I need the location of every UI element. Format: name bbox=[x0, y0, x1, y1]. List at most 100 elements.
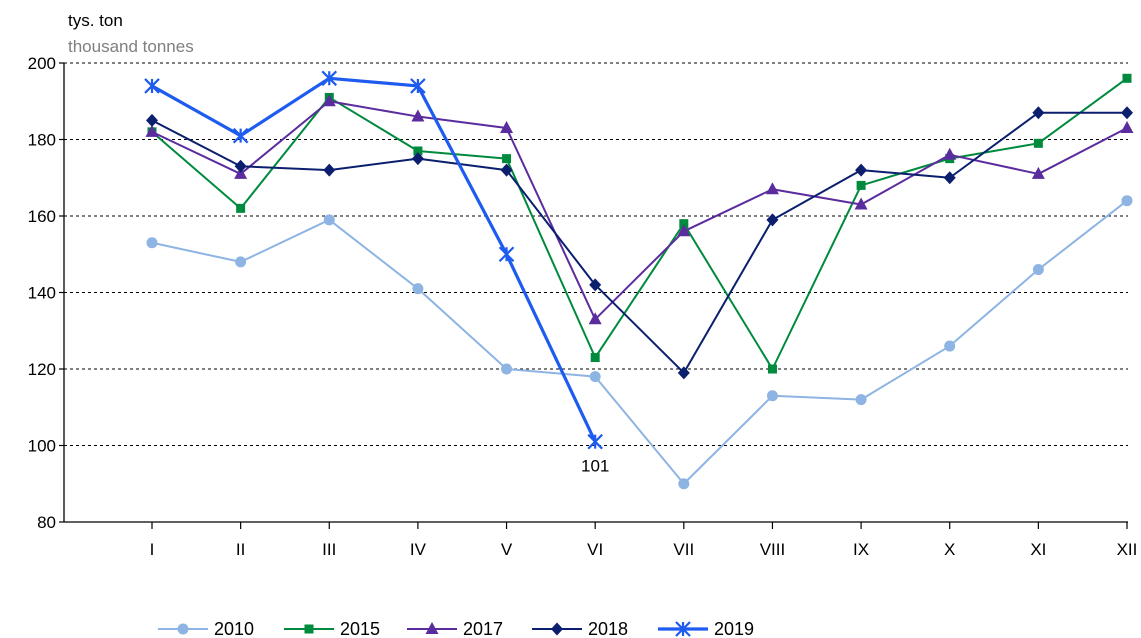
data-point-2018-II bbox=[234, 159, 247, 173]
data-point-2010-IX bbox=[855, 394, 867, 406]
data-point-2017-II bbox=[234, 166, 248, 179]
y-tick-label-200: 200 bbox=[28, 54, 56, 73]
series-line-2018 bbox=[151, 111, 1127, 374]
data-point-2017-VI bbox=[588, 312, 602, 325]
legend: 2010 2015 2017 2018 2019 bbox=[158, 619, 754, 638]
axes bbox=[59, 62, 1128, 529]
data-point-2017-VIII bbox=[765, 182, 779, 195]
gridlines bbox=[64, 62, 1128, 446]
legend-item-2018: 2018 bbox=[532, 619, 628, 638]
x-tick-label-IV: IV bbox=[410, 540, 427, 559]
data-point-2018-VIII bbox=[766, 213, 779, 227]
annotations: 101 bbox=[581, 457, 609, 476]
x-tick-label-III: III bbox=[322, 540, 336, 559]
legend-label-2019: 2019 bbox=[714, 619, 754, 638]
data-point-2019-II bbox=[232, 127, 249, 144]
x-tick-label-XI: XI bbox=[1030, 540, 1046, 559]
data-point-2018-XII bbox=[1121, 106, 1133, 120]
data-point-2019-VI bbox=[587, 433, 603, 450]
series-group bbox=[144, 70, 1134, 490]
data-point-2019-V bbox=[498, 246, 515, 263]
data-point-2015-VII bbox=[679, 219, 689, 229]
x-tick-label-VIII: VIII bbox=[760, 540, 786, 559]
x-tick-label-II: II bbox=[236, 540, 245, 559]
x-tick-label-V: V bbox=[501, 540, 513, 559]
legend-label-2017: 2017 bbox=[463, 619, 503, 638]
data-point-2015-XI bbox=[1033, 138, 1043, 148]
series-line-2017 bbox=[151, 100, 1128, 321]
legend-item-2019: 2019 bbox=[658, 619, 754, 638]
data-point-2010-XII bbox=[1121, 195, 1133, 207]
series-line-2015 bbox=[151, 77, 1128, 370]
y-tick-label-180: 180 bbox=[28, 131, 56, 150]
series-2015 bbox=[147, 73, 1132, 374]
x-tick-label-IX: IX bbox=[853, 540, 869, 559]
y-axis-unit-label-english: thousand tonnes bbox=[68, 37, 194, 56]
legend-label-2018: 2018 bbox=[588, 619, 628, 638]
legend-marker-2010 bbox=[177, 623, 189, 635]
data-point-2018-I bbox=[146, 113, 158, 127]
data-point-2018-IX bbox=[855, 163, 868, 177]
legend-item-2017: 2017 bbox=[407, 619, 503, 638]
x-tick-label-VII: VII bbox=[673, 540, 694, 559]
data-point-2017-III bbox=[322, 94, 336, 107]
data-point-2018-X bbox=[943, 171, 956, 185]
series-line-2010 bbox=[151, 199, 1128, 485]
data-point-2015-VI bbox=[590, 353, 600, 363]
y-tick-label-80: 80 bbox=[37, 513, 56, 532]
legend-marker-2018 bbox=[551, 622, 563, 636]
data-point-2018-V bbox=[500, 163, 513, 177]
data-point-2010-VII bbox=[678, 478, 690, 490]
data-point-2017-XII bbox=[1120, 121, 1134, 134]
data-point-2019-III bbox=[321, 70, 338, 87]
data-point-2010-II bbox=[235, 256, 247, 268]
y-axis-unit-label: tys. ton bbox=[68, 11, 123, 30]
data-point-2019-I bbox=[144, 78, 160, 94]
x-tick-label-VI: VI bbox=[587, 540, 603, 559]
x-tick-label-I: I bbox=[150, 540, 155, 559]
data-point-2017-XI bbox=[1031, 166, 1045, 179]
y-tick-label-120: 120 bbox=[28, 360, 56, 379]
x-tick-label-X: X bbox=[944, 540, 955, 559]
data-point-2010-XI bbox=[1032, 264, 1044, 276]
data-point-2017-X bbox=[943, 147, 957, 160]
legend-label-2010: 2010 bbox=[214, 619, 254, 638]
data-point-2015-XII bbox=[1122, 73, 1132, 83]
data-point-2010-V bbox=[501, 363, 513, 375]
series-2017 bbox=[145, 94, 1134, 325]
data-point-2017-IV bbox=[411, 109, 425, 122]
y-tick-label-100: 100 bbox=[28, 437, 56, 456]
data-point-2018-VII bbox=[677, 366, 690, 380]
legend-marker-2015 bbox=[304, 624, 314, 634]
data-point-2010-VIII bbox=[766, 390, 778, 402]
y-tick-label-160: 160 bbox=[28, 207, 56, 226]
data-point-2015-V bbox=[502, 154, 512, 164]
data-point-2010-I bbox=[146, 237, 158, 249]
series-2010 bbox=[146, 195, 1133, 490]
data-point-2010-VI bbox=[589, 371, 601, 383]
series-line-2019 bbox=[151, 76, 597, 443]
legend-item-2015: 2015 bbox=[284, 619, 380, 638]
series-2019 bbox=[144, 70, 603, 450]
data-point-2010-X bbox=[944, 340, 956, 352]
x-tick-label-XII: XII bbox=[1117, 540, 1138, 559]
data-point-2017-I bbox=[145, 124, 159, 137]
legend-label-2015: 2015 bbox=[340, 619, 380, 638]
data-point-2010-IV bbox=[412, 283, 424, 295]
data-point-2015-II bbox=[236, 203, 246, 213]
legend-marker-2017 bbox=[425, 622, 439, 634]
data-point-2018-XI bbox=[1032, 106, 1045, 120]
legend-item-2010: 2010 bbox=[158, 619, 254, 638]
data-point-2017-V bbox=[500, 121, 514, 134]
data-point-2019-IV bbox=[410, 78, 426, 94]
data-point-2010-III bbox=[323, 214, 335, 226]
data-point-2015-IV bbox=[413, 146, 423, 156]
y-tick-label-140: 140 bbox=[28, 284, 56, 303]
data-point-2018-III bbox=[323, 163, 336, 177]
data-point-2018-IV bbox=[411, 152, 424, 166]
data-point-2017-IX bbox=[854, 197, 868, 210]
data-point-2018-VI bbox=[589, 278, 602, 292]
data-point-2017-VII bbox=[677, 224, 691, 237]
